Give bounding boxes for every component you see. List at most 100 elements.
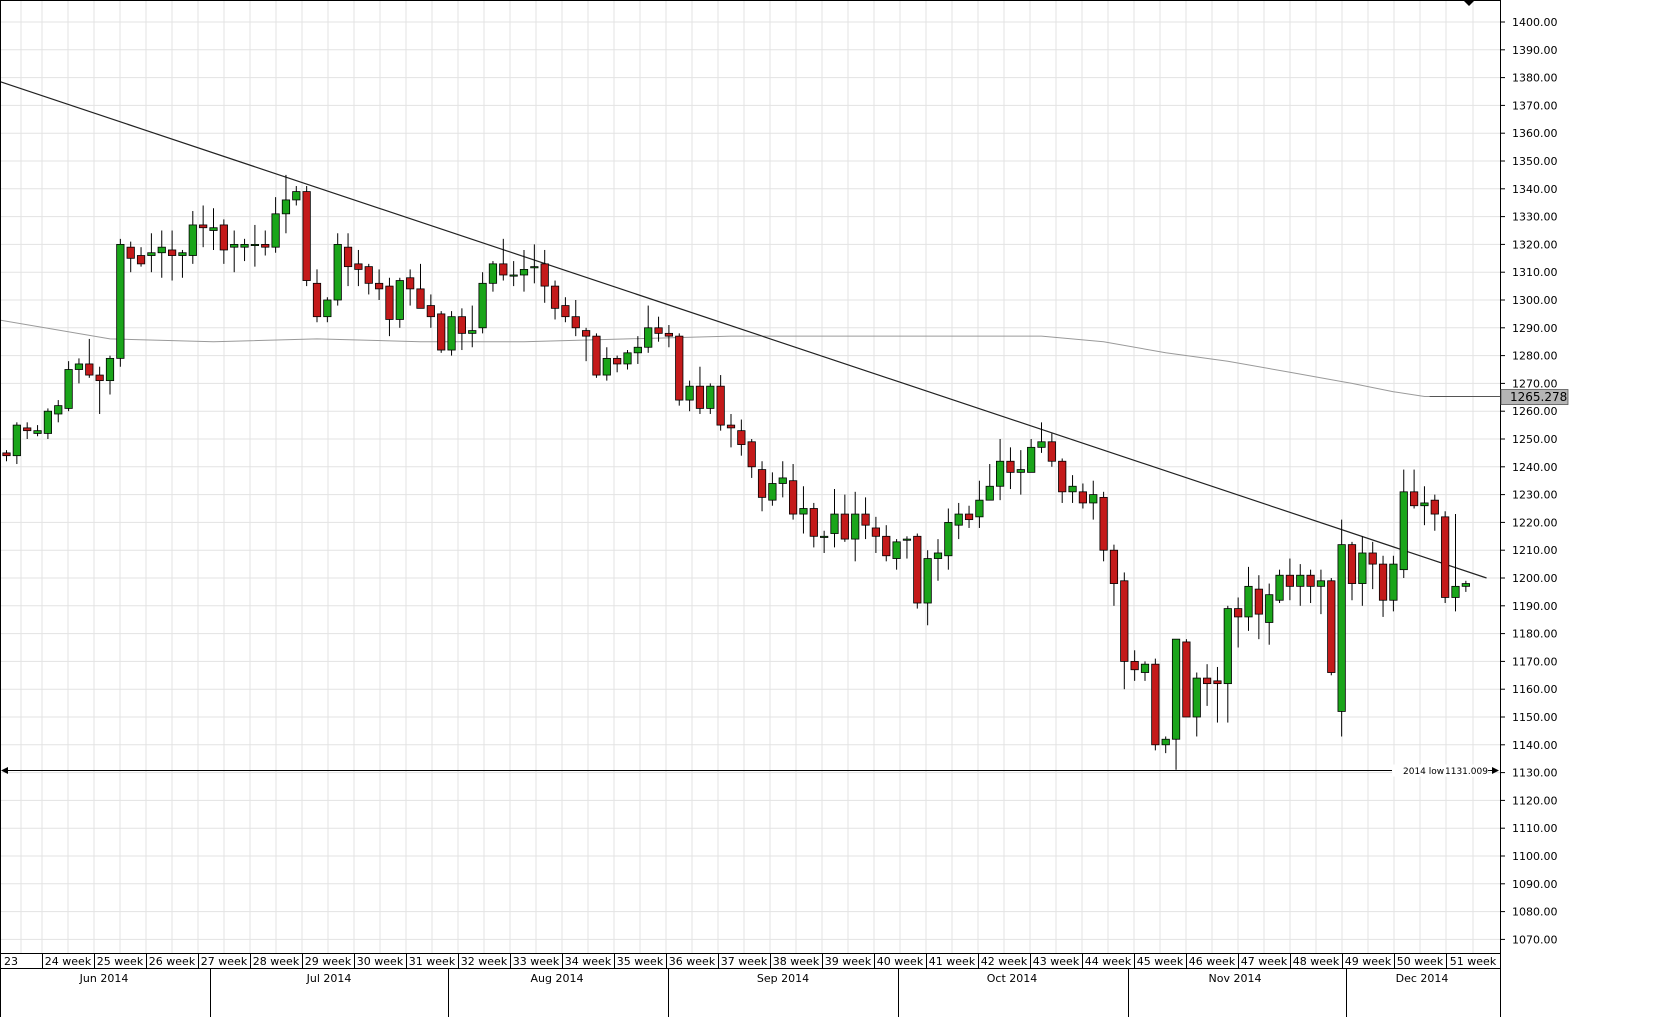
candle-body-down bbox=[1099, 496, 1108, 551]
candle-body-down bbox=[1254, 588, 1263, 615]
candle-body-down bbox=[1234, 608, 1243, 618]
candle-body-up bbox=[271, 213, 280, 248]
y-tick-label: 1190.00 bbox=[1512, 600, 1558, 613]
candle bbox=[43, 408, 53, 439]
candle-body-up bbox=[1140, 663, 1150, 673]
candle bbox=[530, 244, 539, 284]
candle-body-up bbox=[975, 499, 984, 518]
candle-body-up bbox=[333, 243, 342, 301]
candle-body-up bbox=[1358, 552, 1367, 584]
week-label: 51 week bbox=[1450, 955, 1497, 968]
candle bbox=[1234, 597, 1243, 648]
candle-body-down bbox=[374, 282, 384, 290]
y-tick-label: 1260.00 bbox=[1512, 405, 1558, 418]
candle-body-up bbox=[240, 243, 249, 248]
candle bbox=[871, 516, 881, 553]
candle bbox=[768, 472, 777, 506]
candle-body-up bbox=[1337, 544, 1346, 712]
candle bbox=[633, 336, 642, 364]
week-label: 34 week bbox=[565, 955, 612, 968]
candle-body-up bbox=[64, 369, 73, 409]
candle bbox=[281, 174, 291, 234]
y-tick-label: 1210.00 bbox=[1512, 544, 1558, 557]
candle bbox=[33, 425, 42, 437]
month-label: Dec 2014 bbox=[1396, 972, 1449, 985]
candle-body-down bbox=[1151, 663, 1160, 746]
candle bbox=[457, 308, 467, 351]
candle bbox=[1306, 569, 1315, 604]
candle-body-down bbox=[747, 441, 756, 468]
candle bbox=[1347, 541, 1357, 601]
candle bbox=[1182, 639, 1191, 718]
candle-body-down bbox=[1203, 677, 1212, 685]
y-tick-label: 1090.00 bbox=[1512, 878, 1558, 891]
candle-body-up bbox=[820, 535, 829, 538]
candle-body-down bbox=[1430, 499, 1439, 515]
y-tick-label: 1080.00 bbox=[1512, 906, 1558, 919]
y-tick-label: 1380.00 bbox=[1512, 72, 1558, 85]
y-axis-ticks: 1070.00 1080.00 1090.00 1100.00 1110.00 1120.… bbox=[1500, 16, 1558, 946]
y-tick-label: 1220.00 bbox=[1512, 516, 1558, 529]
week-label: 41 week bbox=[929, 955, 976, 968]
candle-body-up bbox=[1027, 446, 1036, 473]
candle-body-down bbox=[913, 535, 922, 604]
candle-body-up bbox=[147, 252, 156, 256]
candle-body-up bbox=[830, 513, 839, 534]
candle bbox=[944, 508, 953, 570]
candle-body-down bbox=[437, 313, 446, 351]
candle-body-down bbox=[861, 513, 870, 526]
candle-body-up bbox=[105, 357, 115, 382]
candle bbox=[64, 361, 73, 412]
candle bbox=[116, 238, 125, 367]
candle bbox=[250, 224, 259, 267]
candle-body-down bbox=[871, 527, 881, 537]
candle bbox=[1327, 578, 1336, 676]
candle bbox=[1316, 569, 1326, 615]
candle bbox=[209, 208, 218, 250]
candle bbox=[933, 539, 943, 581]
candle-body-up bbox=[778, 477, 787, 484]
candle bbox=[312, 269, 322, 323]
candle bbox=[1047, 433, 1056, 467]
candle-body-up bbox=[623, 352, 632, 365]
y-tick-label: 1240.00 bbox=[1512, 461, 1558, 474]
candle-body-up bbox=[1389, 563, 1398, 601]
candle-body-down bbox=[343, 246, 353, 268]
week-label: 45 week bbox=[1137, 955, 1184, 968]
candle bbox=[240, 238, 249, 262]
candle-body-up bbox=[1399, 491, 1408, 571]
candle-body-up bbox=[1296, 574, 1305, 587]
candle bbox=[364, 263, 373, 295]
week-label: 27 week bbox=[201, 955, 248, 968]
scroll-marker-icon[interactable] bbox=[1463, 0, 1475, 6]
candle-body-up bbox=[1016, 469, 1025, 473]
candle bbox=[996, 439, 1005, 501]
candle-body-up bbox=[1265, 594, 1274, 623]
candle bbox=[809, 502, 818, 548]
candle bbox=[1337, 519, 1346, 737]
grid bbox=[0, 0, 1500, 953]
y-tick-label: 1390.00 bbox=[1512, 44, 1558, 57]
low-arrow-right bbox=[1492, 767, 1499, 774]
candle-body-up bbox=[188, 224, 197, 256]
candle-body-up bbox=[447, 316, 456, 351]
candle bbox=[1037, 422, 1046, 453]
candle-body-up bbox=[1244, 585, 1253, 618]
candle-body-up bbox=[985, 485, 994, 501]
candle bbox=[167, 230, 177, 281]
y-tick-label: 1400.00 bbox=[1512, 16, 1558, 29]
candle-body-down bbox=[1285, 574, 1294, 587]
candle-body-down bbox=[136, 255, 146, 265]
candle bbox=[1089, 480, 1098, 520]
candle-body-up bbox=[799, 508, 808, 515]
candle-body-down bbox=[882, 535, 891, 557]
candle bbox=[199, 205, 208, 248]
y-tick-label: 1170.00 bbox=[1512, 655, 1558, 668]
candle-body-up bbox=[209, 227, 218, 231]
y-tick-label: 1160.00 bbox=[1512, 683, 1558, 696]
week-label: 48 week bbox=[1293, 955, 1340, 968]
candle bbox=[499, 238, 508, 281]
candle-body-down bbox=[1410, 491, 1419, 507]
candle bbox=[437, 311, 446, 353]
